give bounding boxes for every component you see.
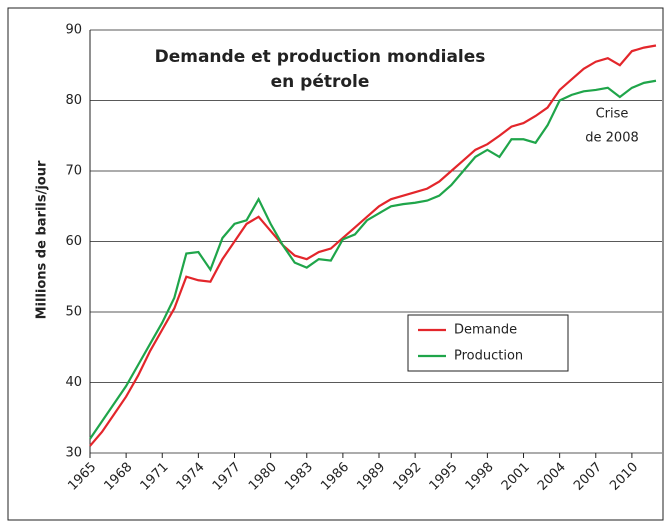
x-tick-label: 1995 (427, 460, 461, 494)
annotation: de 2008 (585, 131, 638, 146)
y-tick-label: 50 (65, 305, 82, 320)
annotation: Crise (596, 107, 629, 122)
frame (7, 7, 664, 521)
x-tick-label: 2007 (571, 460, 605, 494)
line (89, 79, 657, 440)
y-axis-label: Millions de barils/jour (35, 160, 50, 319)
y-tick-label: 30 (65, 446, 82, 461)
x-tick-label: 1986 (318, 460, 352, 494)
chart-title: en pétrole (271, 72, 370, 92)
x-tick-label: 1971 (138, 460, 172, 494)
x-tick-label: 2010 (607, 460, 641, 494)
y-tick-label: 70 (65, 164, 82, 179)
x-tick-label: 1980 (246, 460, 280, 494)
x-tick-label: 2001 (499, 460, 533, 494)
y-tick-label: 80 (65, 93, 82, 108)
x-tick-label: 1983 (282, 460, 316, 494)
x-tick-label: 1989 (354, 460, 388, 494)
line (89, 44, 657, 447)
y-tick-label: 40 (65, 375, 82, 390)
y-tick-label: 60 (65, 234, 82, 249)
x-tick-label: 1968 (101, 460, 135, 494)
x-tick-label: 1974 (174, 460, 208, 494)
legend (407, 314, 569, 372)
x-tick-label: 1977 (210, 460, 244, 494)
legend-label: Production (454, 349, 523, 364)
x-tick-label: 1992 (390, 460, 424, 494)
x-tick-label: 1965 (65, 460, 99, 494)
x-tick-label: 2004 (535, 460, 569, 494)
y-tick-label: 90 (65, 23, 82, 38)
legend-label: Demande (454, 323, 517, 338)
x-tick-label: 1998 (463, 460, 497, 494)
chart-title: Demande et production mondiales (155, 47, 486, 67)
